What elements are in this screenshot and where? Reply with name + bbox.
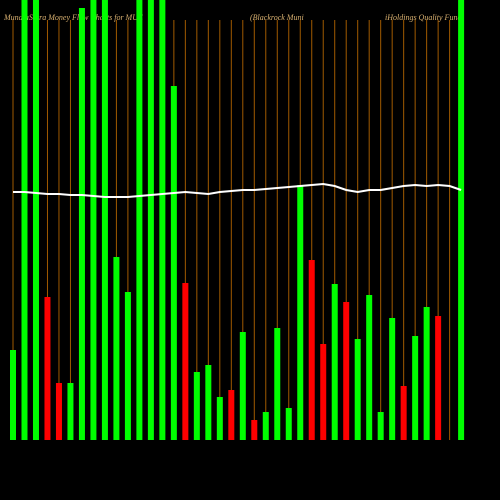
bar — [44, 297, 51, 440]
bar — [124, 292, 131, 440]
bar — [308, 260, 315, 440]
bar — [193, 372, 200, 440]
bar — [136, 0, 143, 440]
bar — [435, 316, 442, 440]
bar — [285, 408, 292, 440]
bar — [55, 383, 62, 440]
bar — [354, 339, 361, 440]
bar — [159, 0, 166, 440]
bar — [101, 0, 108, 440]
chart-title: iHoldings Quality Fund — [385, 13, 462, 22]
bar — [423, 307, 430, 440]
bar — [389, 318, 396, 440]
bar — [377, 412, 384, 440]
bar — [331, 284, 338, 440]
bar — [320, 344, 327, 440]
bar — [182, 283, 189, 440]
bar — [21, 0, 28, 440]
plot — [10, 0, 465, 440]
bar — [343, 302, 350, 440]
bar — [262, 412, 269, 440]
bar — [400, 386, 407, 440]
bar — [412, 336, 419, 440]
chart-title: (Blackrock Muni — [250, 13, 304, 22]
bar — [297, 185, 304, 440]
bar — [366, 295, 373, 440]
bar — [228, 390, 235, 440]
bar — [78, 8, 85, 440]
bar — [147, 0, 154, 440]
bar — [274, 328, 281, 440]
line — [13, 182, 462, 198]
bar — [216, 397, 223, 440]
bar — [251, 420, 258, 440]
bar — [239, 332, 246, 440]
bar — [458, 0, 465, 440]
bar — [90, 0, 97, 440]
bar — [113, 257, 120, 440]
chart-title: MunafaSutra Money Flow Charts for MUE — [3, 13, 143, 22]
bar — [10, 350, 16, 440]
bar — [67, 383, 74, 440]
bar — [170, 86, 177, 440]
bar — [32, 0, 39, 440]
bar — [205, 365, 212, 440]
